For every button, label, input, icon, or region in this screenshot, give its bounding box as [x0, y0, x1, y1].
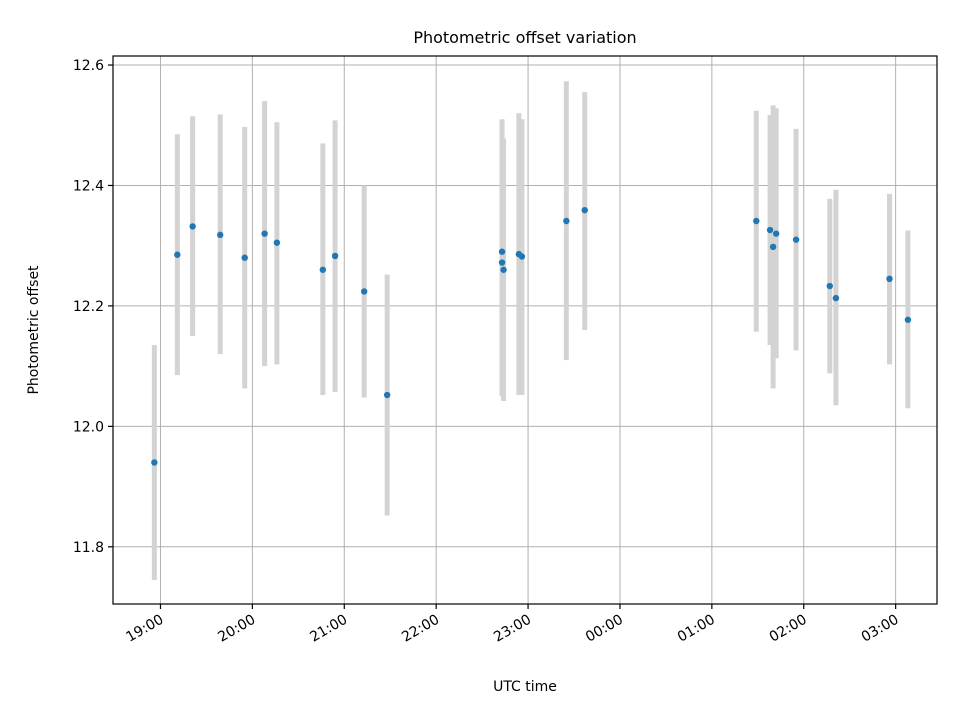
- data-point: [189, 223, 196, 230]
- data-point: [217, 231, 224, 239]
- x-tick-label: 00:00: [583, 612, 626, 646]
- grid-lines: [113, 56, 937, 604]
- x-tick-label: 01:00: [675, 612, 718, 646]
- x-tick-label: 22:00: [399, 612, 442, 646]
- data-point: [904, 316, 912, 323]
- data-point: [360, 288, 368, 295]
- x-tick-label: 21:00: [307, 612, 350, 646]
- error-bars: [151, 81, 911, 580]
- data-point: [151, 459, 158, 466]
- data-point: [498, 248, 506, 255]
- chart-title: Photometric offset variation: [413, 28, 636, 47]
- data-point: [753, 217, 760, 225]
- data-point: [581, 206, 588, 214]
- x-tick-label: 02:00: [767, 612, 810, 646]
- data-point: [261, 230, 268, 237]
- y-axis-label: Photometric offset: [26, 265, 42, 395]
- data-point: [174, 251, 181, 258]
- data-point: [518, 253, 526, 260]
- y-tick-label: 12.4: [73, 178, 104, 194]
- y-tick-label: 12.2: [73, 299, 104, 315]
- data-point: [769, 243, 777, 251]
- data-point: [319, 266, 327, 273]
- x-tick-label: 23:00: [491, 612, 534, 646]
- data-point: [886, 275, 893, 283]
- data-point: [563, 217, 570, 225]
- data-point: [241, 254, 248, 261]
- y-axis-ticks: 11.8 12.0 12.2 12.4 12.6: [73, 58, 113, 556]
- data-point: [772, 230, 780, 237]
- data-point: [331, 252, 339, 260]
- data-point: [826, 282, 833, 290]
- y-tick-label: 11.8: [73, 540, 104, 556]
- data-point: [832, 294, 840, 302]
- x-tick-label: 20:00: [215, 612, 258, 646]
- plot-frame: [112, 55, 938, 605]
- data-point: [273, 239, 281, 246]
- data-point: [766, 226, 774, 234]
- y-tick-label: 12.0: [73, 419, 104, 435]
- data-point: [498, 259, 506, 266]
- data-point: [500, 266, 507, 273]
- data-point: [383, 391, 391, 399]
- x-tick-label: 03:00: [859, 612, 902, 646]
- data-points: [151, 206, 912, 466]
- x-axis-label: UTC time: [493, 679, 557, 695]
- x-axis-ticks: 19:00 20:00 21:00 22:00 23:00 00:00 01:00 02:00…: [124, 604, 902, 646]
- data-point: [792, 236, 800, 243]
- y-tick-label: 12.6: [73, 58, 104, 74]
- x-tick-label: 19:00: [124, 612, 167, 646]
